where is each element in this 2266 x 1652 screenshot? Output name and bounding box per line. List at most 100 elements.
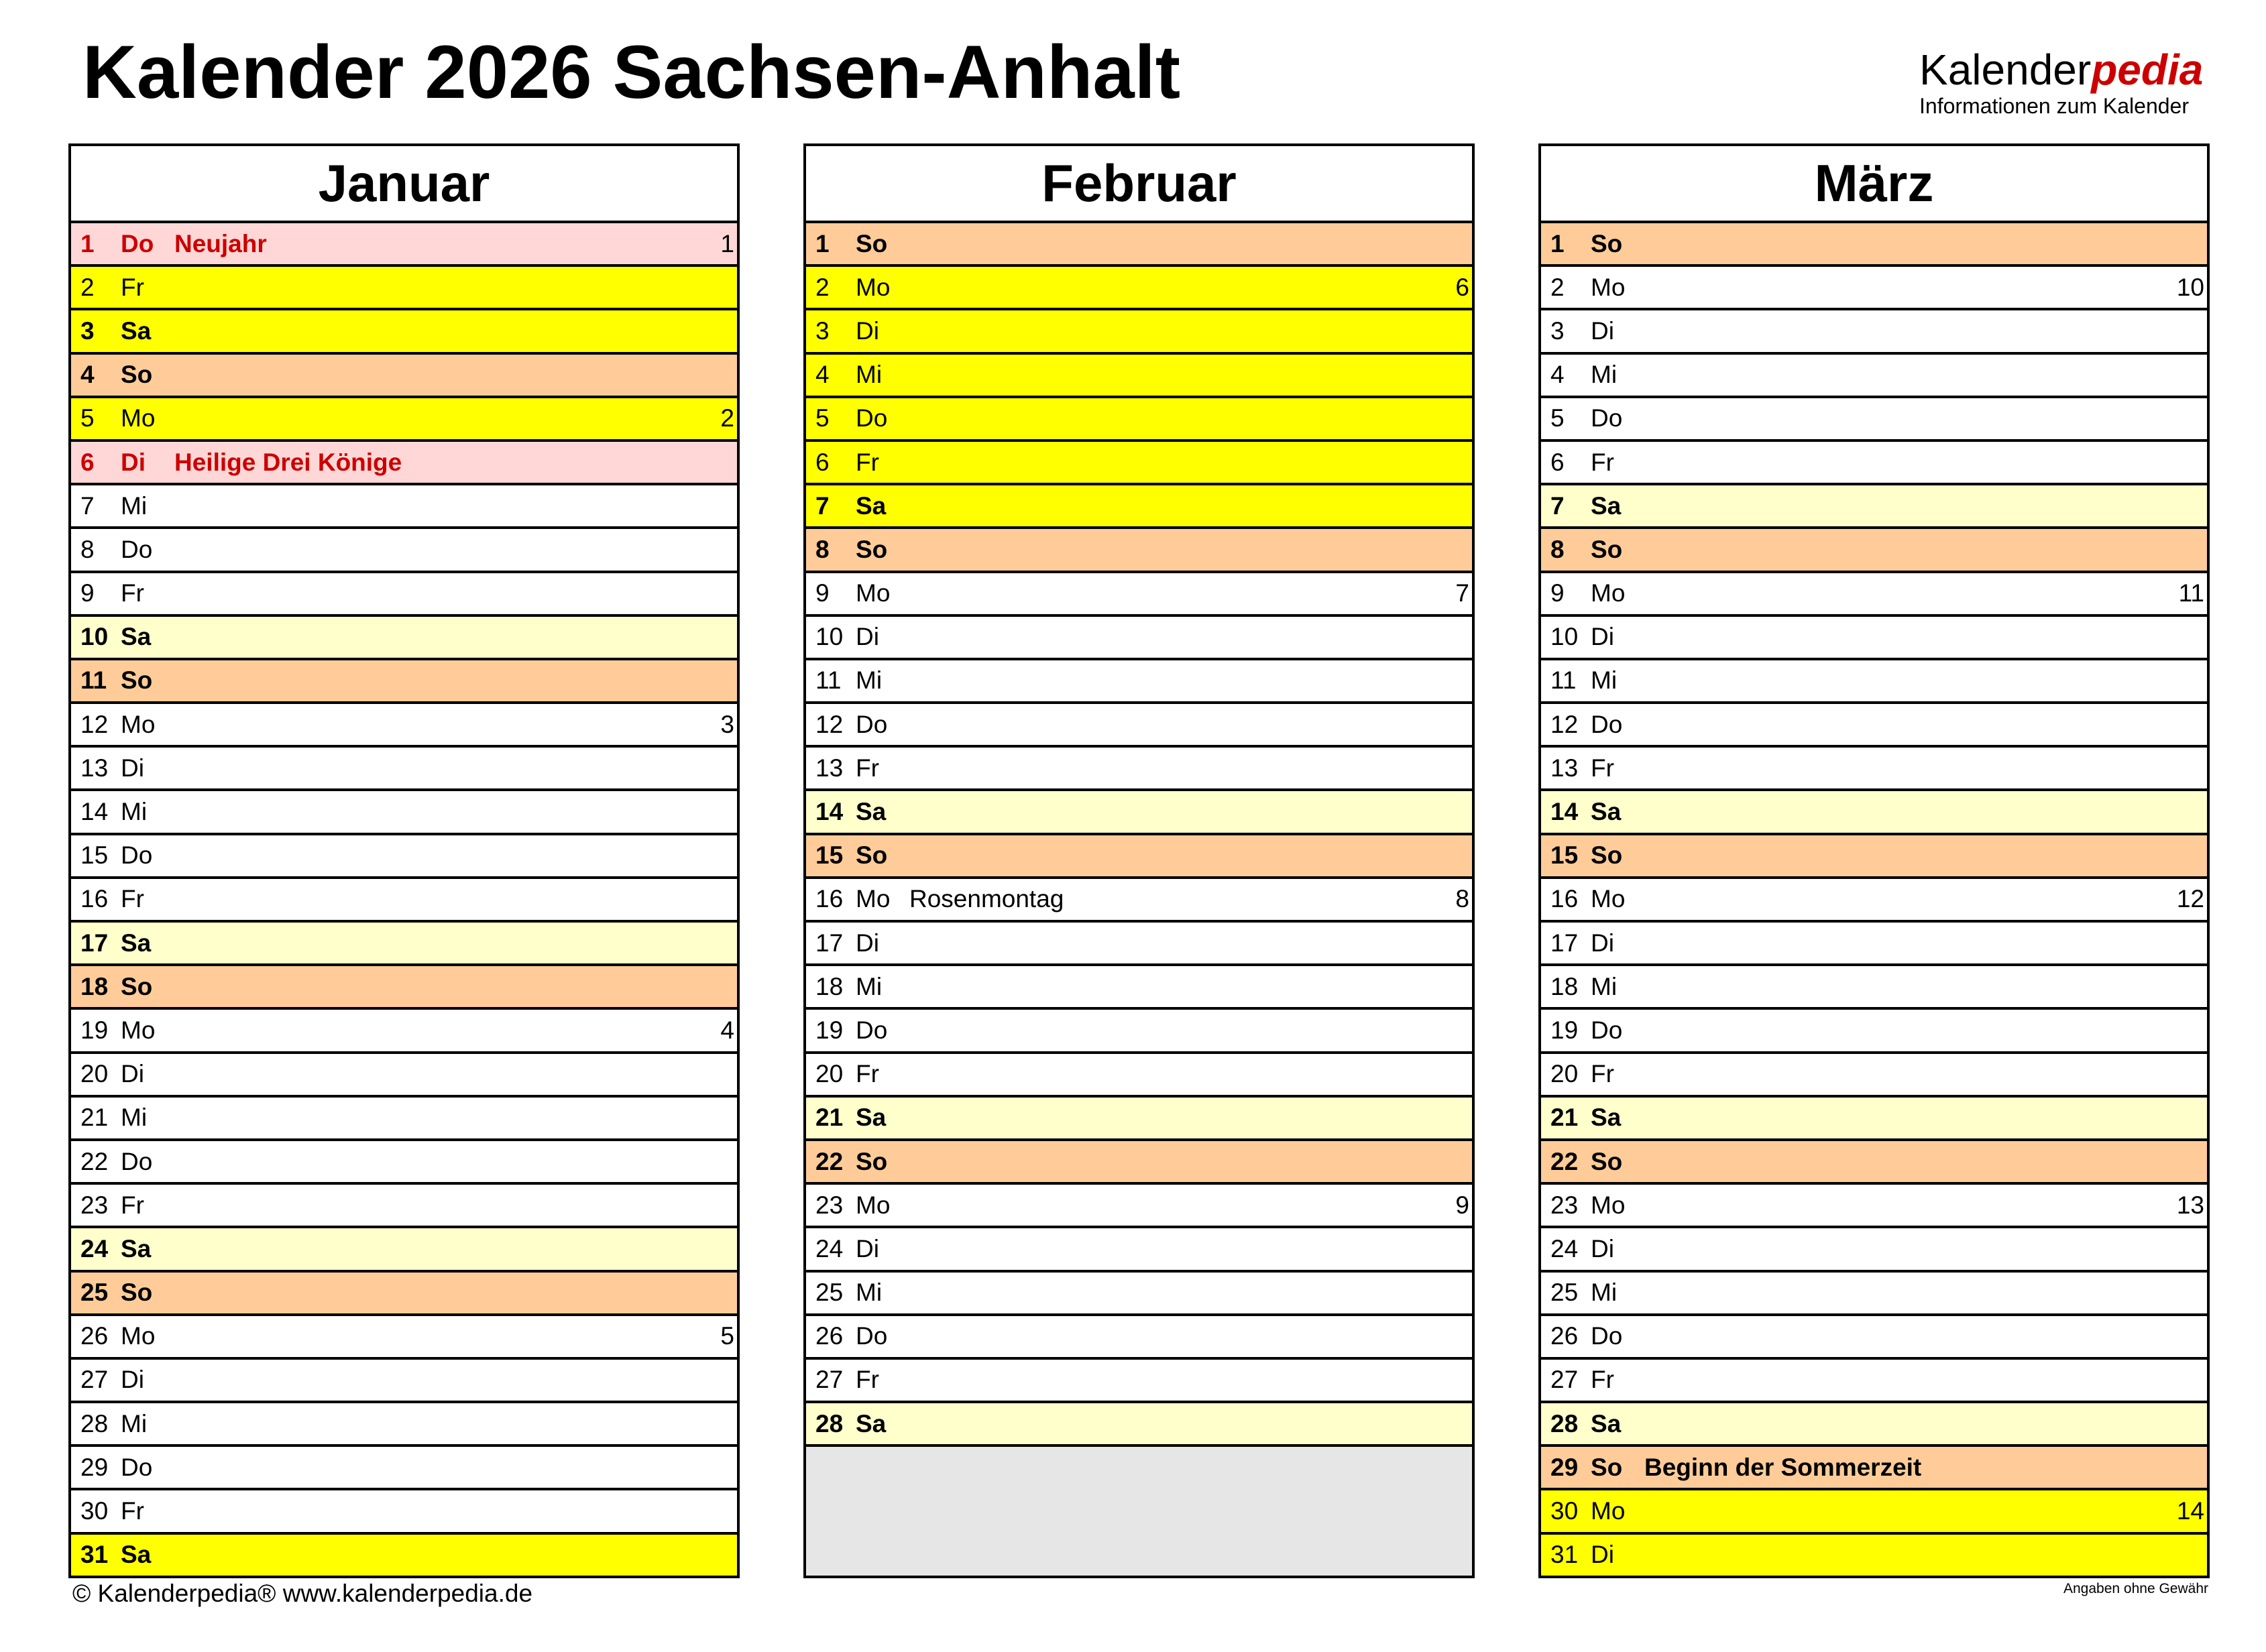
day-row: 21 Mi	[71, 1097, 737, 1141]
day-row: 5 Mo 2	[71, 398, 737, 442]
day-number: 19	[815, 1016, 844, 1044]
day-row: 16 Mo Rosenmontag 8	[806, 878, 1472, 923]
weekday: Di	[121, 1060, 144, 1088]
week-number: 5	[720, 1322, 734, 1350]
weekday: Di	[1591, 1234, 1614, 1262]
day-row: 17 Sa	[71, 923, 737, 967]
day-number: 16	[80, 885, 109, 913]
day-number: 26	[80, 1322, 109, 1350]
day-number: 18	[80, 972, 109, 1000]
day-number: 23	[80, 1191, 109, 1219]
day-number: 17	[815, 929, 844, 957]
day-row: 24 Di	[806, 1228, 1472, 1273]
week-number: 14	[2176, 1497, 2204, 1525]
empty-row	[806, 1447, 1472, 1488]
weekday: Mi	[856, 666, 883, 695]
day-row: 22 So	[806, 1140, 1472, 1185]
day-number: 29	[80, 1453, 109, 1481]
weekday: Mo	[1591, 273, 1626, 301]
weekday: Fr	[856, 1060, 879, 1088]
day-row: 27 Fr	[1541, 1359, 2207, 1404]
day-row: 19 Mo 4	[71, 1010, 737, 1054]
day-number: 21	[815, 1104, 844, 1132]
kalenderpedia-logo: Kalenderpedia Informationen zum Kalender	[1919, 48, 2203, 119]
disclaimer: Angaben ohne Gewähr	[2063, 1581, 2208, 1596]
day-row: 12 Mo 3	[71, 704, 737, 748]
weekday: Mi	[1591, 361, 1618, 389]
day-number: 24	[80, 1234, 109, 1262]
day-row: 23 Mo 13	[1541, 1185, 2207, 1229]
weekday: Sa	[121, 1541, 152, 1569]
day-row: 30 Mo 14	[1541, 1490, 2207, 1535]
weekday: Sa	[1591, 491, 1622, 520]
weekday: Do	[121, 1453, 153, 1481]
day-number: 5	[815, 404, 830, 432]
weekday: Mi	[121, 798, 148, 826]
day-row: 29 So Beginn der Sommerzeit	[1541, 1447, 2207, 1491]
day-row: 19 Do	[1541, 1010, 2207, 1054]
logo-wordmark: Kalenderpedia	[1919, 48, 2203, 91]
weekday: Di	[856, 623, 879, 651]
day-row: 1 So	[1541, 223, 2207, 268]
day-row: 14 Sa	[806, 791, 1472, 835]
weekday: Mi	[121, 491, 148, 520]
weekday: Do	[1591, 404, 1623, 432]
day-row: 6 Fr	[806, 441, 1472, 486]
day-number: 22	[815, 1147, 844, 1175]
weekday: Fr	[121, 1191, 144, 1219]
weekday: Mo	[121, 1322, 156, 1350]
day-number: 4	[80, 361, 95, 389]
weekday: Do	[856, 404, 888, 432]
month-title: Februar	[806, 146, 1472, 223]
day-number: 22	[1550, 1147, 1579, 1175]
event-label: Rosenmontag	[909, 885, 1064, 913]
day-row: 29 Do	[71, 1447, 737, 1491]
day-number: 8	[1550, 535, 1565, 563]
day-row: 13 Fr	[806, 748, 1472, 792]
week-number: 12	[2176, 885, 2204, 913]
week-number: 8	[1455, 885, 1469, 913]
weekday: Sa	[856, 1409, 887, 1437]
weekday: So	[1591, 1453, 1623, 1481]
day-number: 15	[1550, 841, 1579, 870]
weekday: Do	[1591, 710, 1623, 738]
weekday: Di	[1591, 929, 1614, 957]
day-row: 23 Mo 9	[806, 1185, 1472, 1229]
weekday: Do	[121, 229, 154, 257]
day-number: 2	[80, 273, 95, 301]
day-number: 30	[80, 1497, 109, 1525]
day-row: 20 Di	[71, 1053, 737, 1098]
day-number: 20	[80, 1060, 109, 1088]
day-number: 4	[815, 361, 830, 389]
day-number: 9	[815, 579, 830, 607]
day-row: 23 Fr	[71, 1185, 737, 1229]
day-row: 10 Di	[806, 616, 1472, 660]
day-number: 15	[815, 841, 844, 870]
weekday: Sa	[1591, 1409, 1622, 1437]
weekday: Fr	[1591, 1060, 1614, 1088]
copyright-footer: © Kalenderpedia® www.kalenderpedia.de	[72, 1580, 533, 1607]
weekday: Sa	[121, 1234, 152, 1262]
weekday: So	[121, 666, 153, 695]
day-row: 27 Fr	[806, 1359, 1472, 1404]
weekday: Di	[121, 754, 144, 782]
week-number: 9	[1455, 1191, 1469, 1219]
day-number: 7	[1550, 491, 1565, 520]
day-number: 7	[815, 491, 830, 520]
month-march: März 1 So 2 Mo 10 3 Di 4 Mi 5 Do 6 Fr 7 Sa 8 So 9 Mo 11 10 Di…	[1538, 143, 2210, 1578]
day-row: 30 Fr	[71, 1490, 737, 1535]
day-number: 31	[80, 1541, 109, 1569]
day-number: 30	[1550, 1497, 1579, 1525]
day-row: 18 Mi	[806, 966, 1472, 1010]
day-number: 17	[80, 929, 109, 957]
day-number: 14	[80, 798, 109, 826]
day-row: 8 So	[1541, 529, 2207, 573]
month-title: März	[1541, 146, 2207, 223]
day-row: 31 Sa	[71, 1534, 737, 1576]
day-number: 13	[80, 754, 109, 782]
day-row: 17 Di	[1541, 923, 2207, 967]
weekday: Mo	[1591, 1497, 1626, 1525]
week-number: 11	[2178, 579, 2204, 607]
day-number: 2	[815, 273, 830, 301]
weekday: Di	[1591, 316, 1614, 345]
